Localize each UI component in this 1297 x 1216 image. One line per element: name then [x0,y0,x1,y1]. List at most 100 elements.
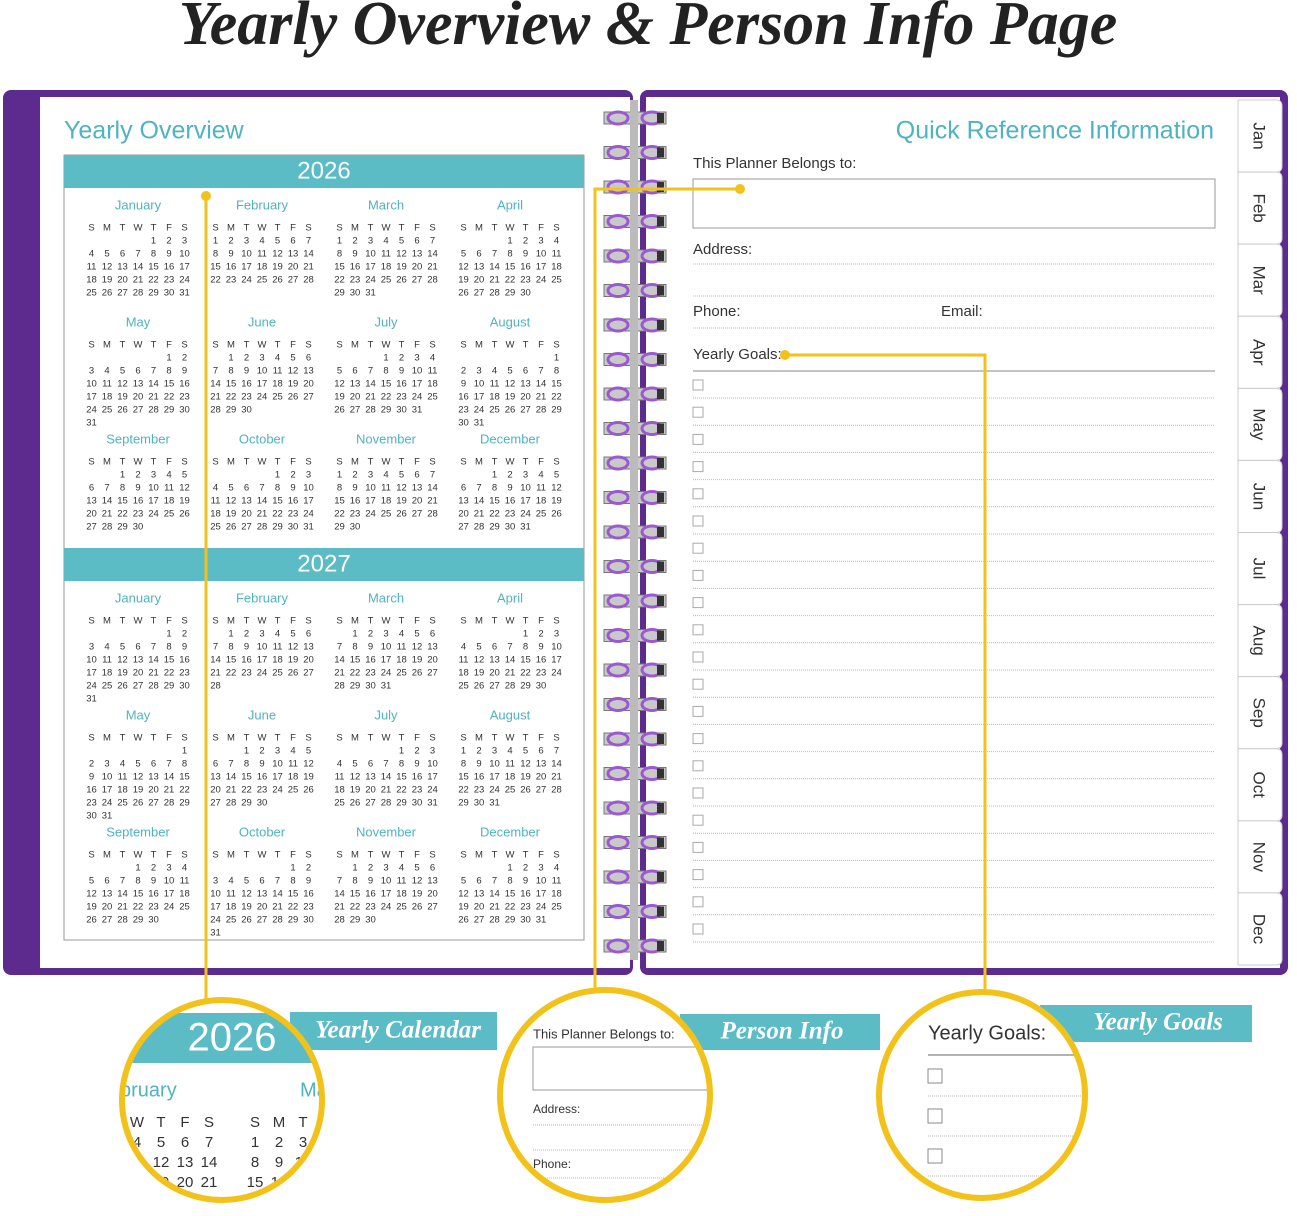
month-name: December [480,431,541,446]
day: 21 [272,902,283,913]
day: 3 [538,863,543,874]
day: 25 [334,798,345,809]
day: 24 [164,902,175,913]
day: 21 [489,902,500,913]
day: 19 [303,772,314,783]
day: 28 [226,798,237,809]
day: 23 [350,509,361,520]
weekday: S [336,733,342,744]
day: 3 [275,746,280,757]
tab-label: Jan [1250,122,1269,149]
day: 11 [257,249,267,260]
checkbox [692,379,704,391]
goals-label: Yearly Goals: [693,346,782,363]
day: 6 [492,642,497,653]
day: 10 [257,366,268,377]
weekday: F [166,223,172,234]
weekday: W [382,340,391,351]
day: 1 [554,353,559,364]
weekday: S [88,340,94,351]
day: 13 [427,876,438,887]
day: 2 [244,353,249,364]
right-heading: Quick Reference Information [896,117,1214,145]
day: 24 [536,902,547,913]
day: 8 [182,759,187,770]
checkbox [692,814,704,826]
day: 18 [458,668,469,679]
tabs: Jan Feb Mar Apr May Jun Jul Aug Sep Oct Nov Dec [1237,99,1283,966]
day: 11 [87,262,97,273]
callout-dot [201,191,211,201]
weekday: T [523,850,529,861]
day: 19 [458,902,469,913]
weekday: T [151,457,157,468]
day: 26 [334,405,345,416]
day: 11 [211,496,221,507]
day: 27 [257,915,268,926]
weekday: S [88,616,94,627]
day: 8 [507,876,512,887]
weekday: S [553,616,559,627]
day: 1 [507,236,512,247]
tab [1237,892,1283,966]
day: 13 [458,496,469,507]
day: 4 [166,470,171,481]
day: 24 [551,668,562,679]
day: 8 [337,483,342,494]
day: 29 [489,522,500,533]
banner-label: Person Info [720,1018,844,1045]
day: 7 [368,366,373,377]
weekday: M [227,850,235,861]
day: 2 [182,629,187,640]
day: 12 [520,759,531,770]
day: 17 [412,379,423,390]
day: 27 [474,288,485,299]
day: 4 [554,863,559,874]
day: 10 [179,249,190,260]
day: 14 [334,655,345,666]
day: 9 [275,1154,283,1171]
day: 8 [135,876,140,887]
day: 10 [86,655,97,666]
day: 7 [151,642,156,653]
day: 9 [352,249,357,260]
spiral-ring [606,145,630,160]
month-name: February [236,590,289,605]
day: 4 [399,863,404,874]
weekday: T [120,616,126,627]
day: 1 [120,470,125,481]
tab-label: Dec [1250,914,1269,945]
day: 23 [520,275,531,286]
weekday: S [460,223,466,234]
day: 23 [520,902,531,913]
day: 28 [148,405,159,416]
day: 30 [505,522,516,533]
day: 5 [290,629,295,640]
day: 9 [166,249,171,260]
spiral-hole [657,113,664,123]
day: 22 [241,785,252,796]
day: 21 [164,785,175,796]
day: 20 [117,275,128,286]
day: 24 [241,275,252,286]
day: 13 [257,889,268,900]
day: 17 [257,655,268,666]
day: 21 [381,785,392,796]
day: 15 [226,655,237,666]
day: 22 [210,275,221,286]
banner-label: Yearly Calendar [315,1017,481,1044]
day: 20 [303,379,314,390]
address-label: Address: [533,1102,580,1116]
day: 10 [102,772,113,783]
day: 26 [520,785,531,796]
day: 27 [210,798,221,809]
day: 4 [399,629,404,640]
day: 24 [520,509,531,520]
day: 23 [241,392,252,403]
day: 3 [306,470,311,481]
year-band [64,548,584,581]
day: 10 [210,889,221,900]
day: 8 [251,1154,259,1171]
day: 20 [412,496,423,507]
day: 15 [334,262,345,273]
